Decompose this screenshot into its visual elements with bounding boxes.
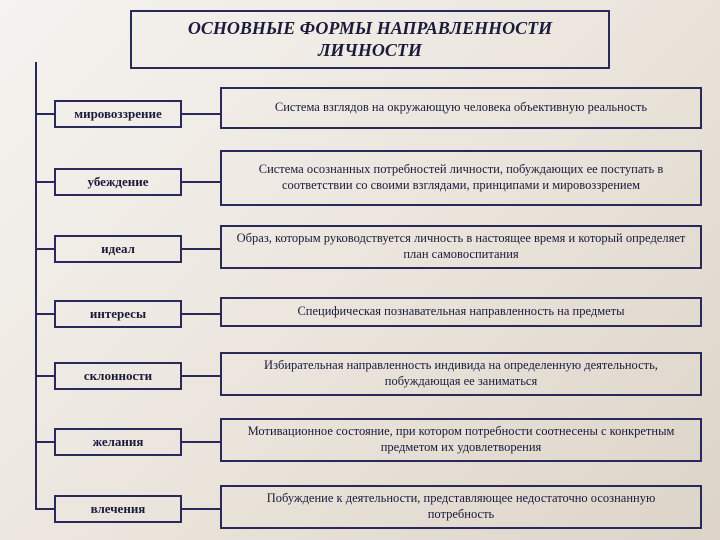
- term-box: мировоззрение: [54, 100, 182, 128]
- definition-box: Избирательная направленность индивида на…: [220, 352, 702, 396]
- definition-box: Образ, которым руководствуется личность …: [220, 225, 702, 269]
- term-box: влечения: [54, 495, 182, 523]
- definition-box: Побуждение к деятельности, представляюще…: [220, 485, 702, 529]
- diagram-title: ОСНОВНЫЕ ФОРМЫ НАПРАВЛЕННОСТИ ЛИЧНОСТИ: [130, 10, 610, 69]
- term-box: желания: [54, 428, 182, 456]
- term-box: склонности: [54, 362, 182, 390]
- term-box: идеал: [54, 235, 182, 263]
- definition-box: Система осознанных потребностей личности…: [220, 150, 702, 206]
- definition-box: Мотивационное состояние, при котором пот…: [220, 418, 702, 462]
- term-box: убеждение: [54, 168, 182, 196]
- term-box: интересы: [54, 300, 182, 328]
- definition-box: Система взглядов на окружающую человека …: [220, 87, 702, 129]
- definition-box: Специфическая познавательная направленно…: [220, 297, 702, 327]
